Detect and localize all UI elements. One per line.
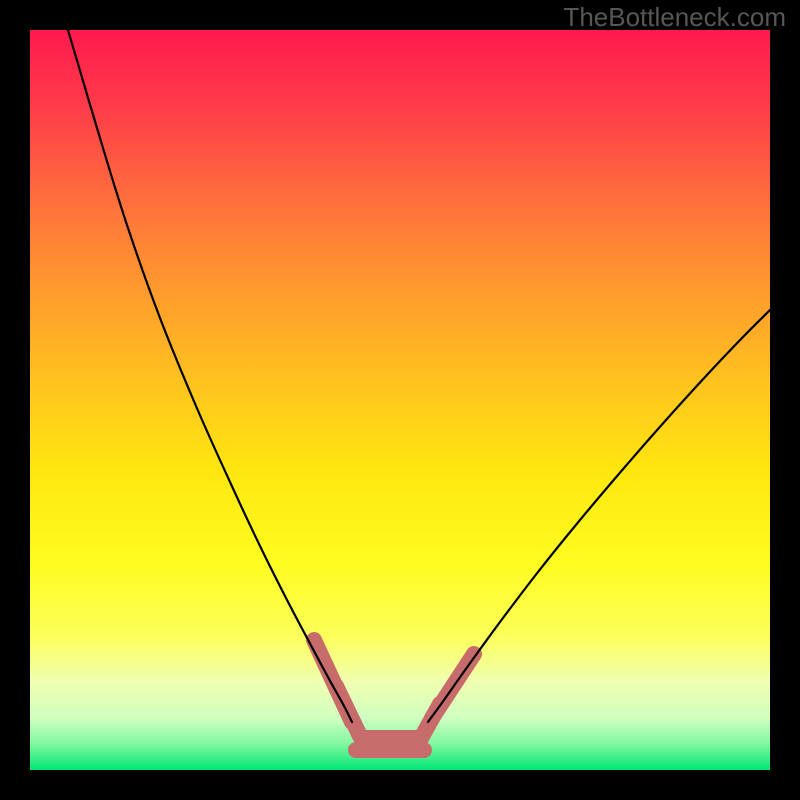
- plot-background-gradient: [30, 30, 770, 770]
- watermark-text: TheBottleneck.com: [563, 2, 786, 33]
- chart-stage: TheBottleneck.com: [0, 0, 800, 800]
